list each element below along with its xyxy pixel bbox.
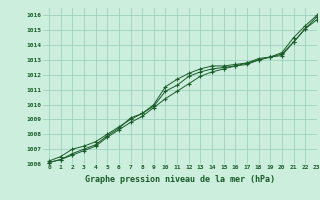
X-axis label: Graphe pression niveau de la mer (hPa): Graphe pression niveau de la mer (hPa) (85, 175, 275, 184)
